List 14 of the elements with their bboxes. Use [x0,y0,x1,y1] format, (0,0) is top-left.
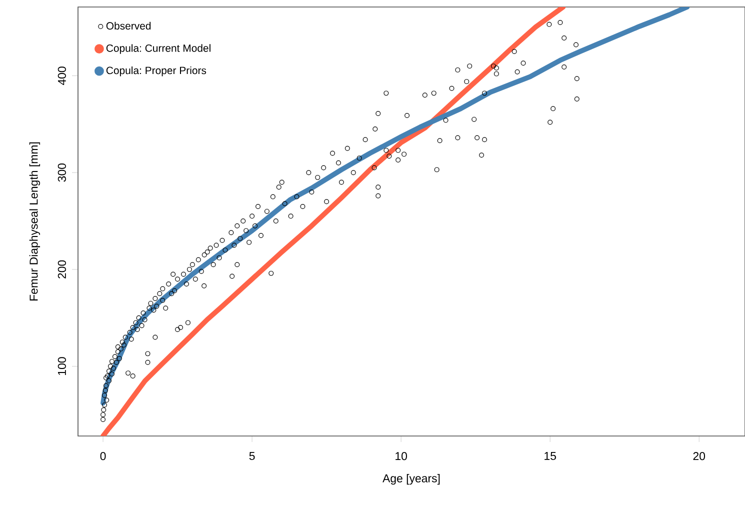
x-tick-label: 0 [100,452,106,460]
y-tick-label: 300 [58,163,66,182]
x-tick-label: 15 [544,452,556,460]
y-tick-label: 400 [58,66,66,86]
legend-label: Observed [106,22,151,30]
y-axis-title: Femur Diaphyseal Length [mm] [29,142,40,300]
x-axis-title: Age [years] [382,474,440,485]
legend-label: Copula: Proper Priors [106,66,206,76]
y-tick-label: 100 [58,357,66,375]
x-tick-label: 20 [693,452,706,460]
x-tick-label: 5 [249,452,255,460]
legend-label: Copula: Current Model [106,44,210,54]
x-tick-label: 10 [396,452,407,460]
y-tick-label: 200 [58,260,66,278]
